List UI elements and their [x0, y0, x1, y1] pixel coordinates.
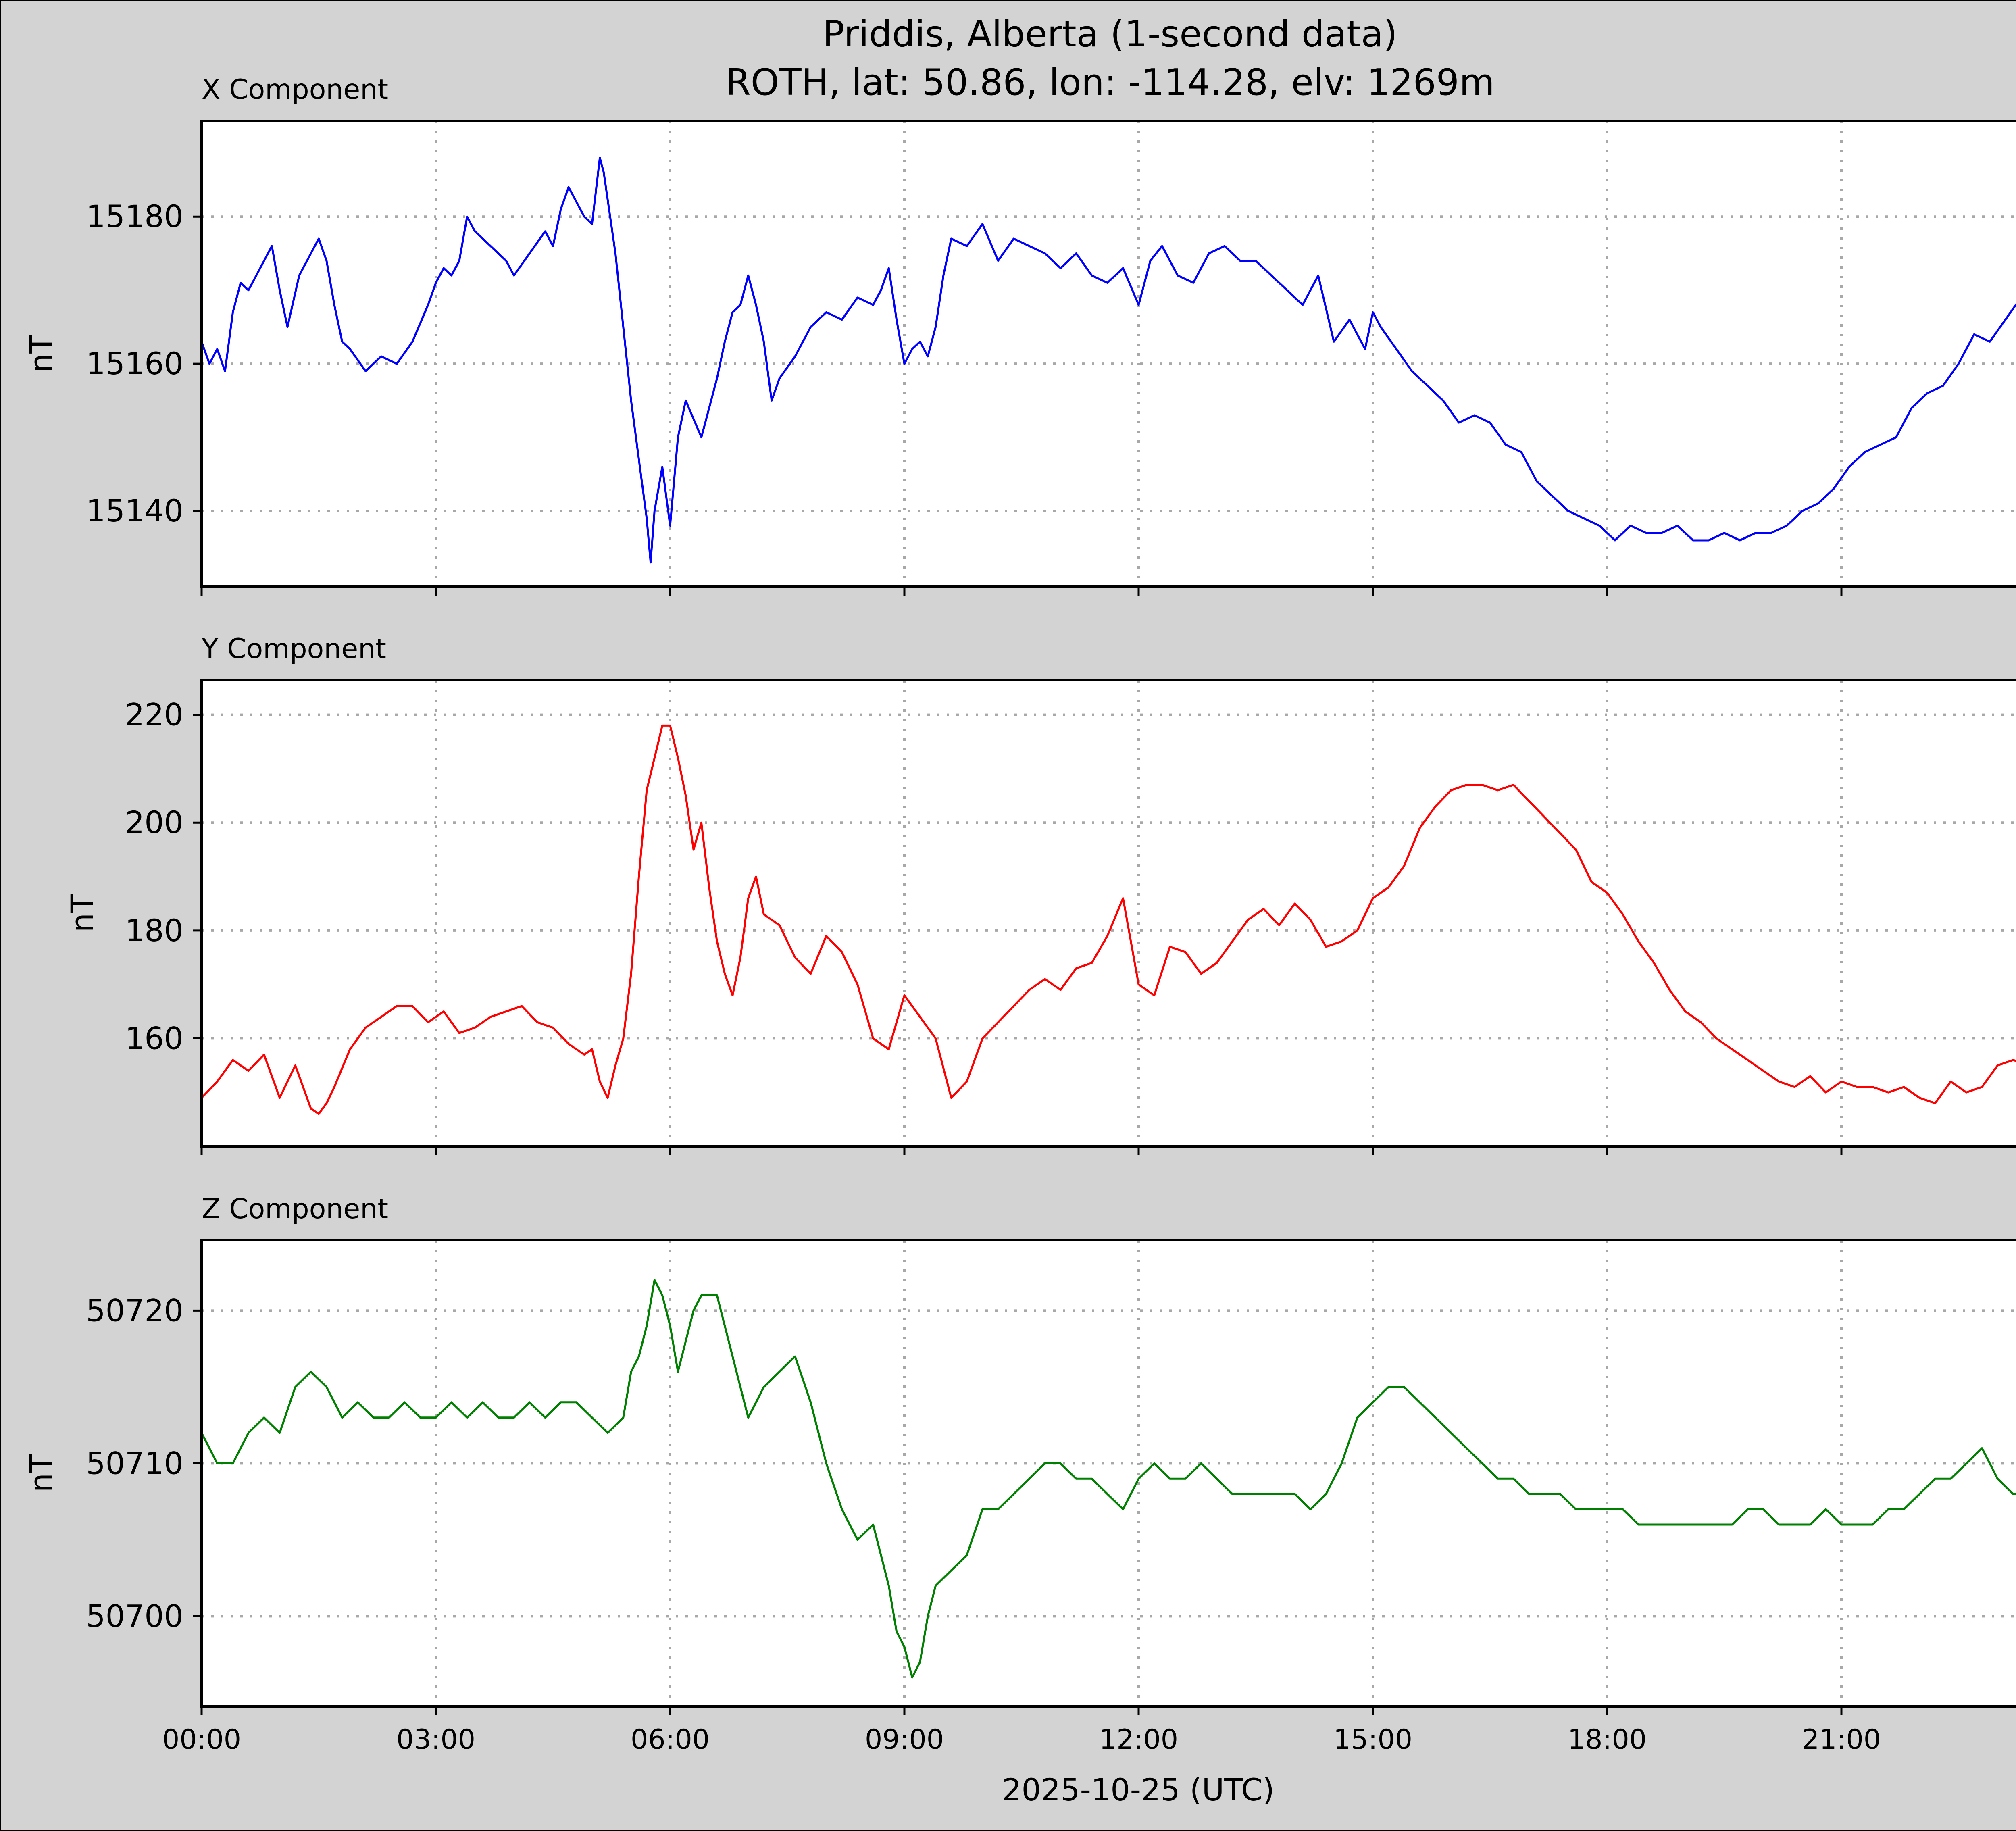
y-tick-label-y: 180 [125, 912, 183, 948]
y-tick-label-z: 50720 [86, 1292, 183, 1328]
plot-frame-y [200, 679, 2016, 1148]
chart-title-line1: Priddis, Alberta (1-second data) [823, 13, 1397, 55]
panel-title-y: Y Component [201, 633, 386, 665]
y-tick-label-y: 200 [125, 804, 183, 840]
x-tick-label: 09:00 [865, 1724, 944, 1756]
x-tick-label: 12:00 [1099, 1724, 1178, 1756]
x-tick-label: 18:00 [1568, 1724, 1647, 1756]
chart-title-line2: ROTH, lat: 50.86, lon: -114.28, elv: 126… [725, 61, 1495, 104]
x-tick-label: 15:00 [1333, 1724, 1412, 1756]
x-axis-label: 2025-10-25 (UTC) [1002, 1772, 1275, 1808]
panel-z: Z Component 00:00 03:00 06:00 09:00 12:00 15:0… [23, 1193, 2016, 1756]
panel-title-x: X Component [202, 74, 388, 106]
y-tick-label-z: 50710 [86, 1445, 183, 1481]
y-tick-label-x: 15180 [86, 198, 183, 234]
plot-frame-x [200, 120, 2016, 588]
panel-y: Y Component 160 180 200 220 nT [64, 633, 2016, 1155]
y-tick-label-z: 50700 [86, 1598, 183, 1634]
panels: X Component 15140 15160 15180 nT Y Component 1… [23, 74, 2016, 1756]
series-line-z [200, 1279, 2016, 1679]
x-tick-label: 21:00 [1802, 1724, 1881, 1756]
y-axis-label-z: nT [23, 1454, 59, 1492]
y-axis-label-y: nT [64, 894, 100, 932]
y-tick-label-x: 15160 [86, 346, 183, 381]
series-line-x [200, 156, 2016, 564]
plot-area-y [202, 680, 2016, 1146]
plot-area-x [202, 121, 2016, 587]
x-tick-label: 03:00 [396, 1724, 475, 1756]
y-tick-label-x: 15140 [86, 493, 183, 529]
panel-x: X Component 15140 15160 15180 nT [23, 74, 2016, 596]
plot-area-z [202, 1240, 2016, 1706]
y-tick-label-y: 160 [125, 1020, 183, 1056]
y-tick-label-y: 220 [125, 697, 183, 733]
x-tick-label: 06:00 [631, 1724, 710, 1756]
plot-frame-z [200, 1239, 2016, 1708]
y-axis-label-x: nT [23, 335, 59, 373]
series-line-y [201, 724, 2016, 1115]
x-tick-label: 00:00 [162, 1724, 241, 1756]
panel-title-z: Z Component [202, 1193, 388, 1225]
